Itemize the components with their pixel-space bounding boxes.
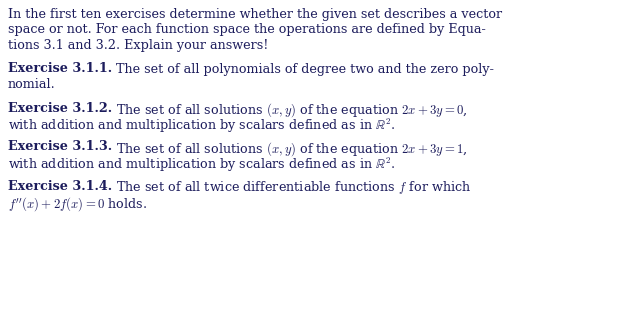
Text: Exercise 3.1.3.: Exercise 3.1.3. [8,140,112,153]
Text: Exercise 3.1.1.: Exercise 3.1.1. [8,63,112,76]
Text: Exercise 3.1.2.: Exercise 3.1.2. [8,101,112,115]
Text: nomial.: nomial. [8,78,56,91]
Text: Exercise 3.1.4.: Exercise 3.1.4. [8,180,112,192]
Text: with addition and multiplication by scalars defined as in $\mathbb{R}^2$.: with addition and multiplication by scal… [8,117,396,135]
Text: The set of all solutions $(x, y)$ of the equation $2x + 3y = 1$,: The set of all solutions $(x, y)$ of the… [112,140,468,158]
Text: $f''(x) + 2f(x) = 0$ holds.: $f''(x) + 2f(x) = 0$ holds. [8,195,147,213]
Text: The set of all twice differentiable functions $f$ for which: The set of all twice differentiable func… [112,180,471,197]
Text: The set of all solutions $(x, y)$ of the equation $2x + 3y = 0$,: The set of all solutions $(x, y)$ of the… [112,101,468,119]
Text: The set of all polynomials of degree two and the zero poly-: The set of all polynomials of degree two… [112,63,494,76]
Text: with addition and multiplication by scalars defined as in $\mathbb{R}^2$.: with addition and multiplication by scal… [8,156,396,174]
Text: space or not. For each function space the operations are defined by Equa-: space or not. For each function space th… [8,24,486,36]
Text: tions 3.1 and 3.2. Explain your answers!: tions 3.1 and 3.2. Explain your answers! [8,39,269,52]
Text: In the first ten exercises determine whether the given set describes a vector: In the first ten exercises determine whe… [8,8,502,21]
